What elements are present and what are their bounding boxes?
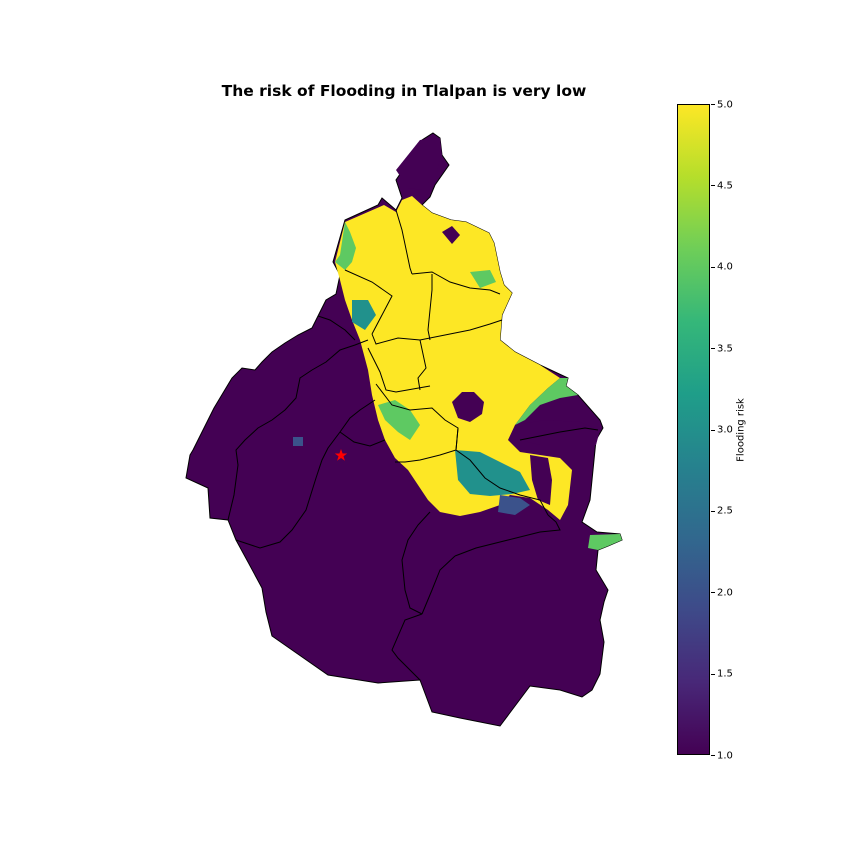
high-risk-fringe (588, 534, 622, 550)
colorbar-tick-label: 1.0 (717, 750, 733, 761)
low-risk-pocket (396, 138, 442, 190)
colorbar-tick-label: 4.5 (717, 180, 733, 192)
colorbar (677, 104, 710, 755)
low-medium-risk-zone (498, 495, 530, 515)
high-risk-fringe (470, 270, 496, 288)
low-risk-pocket (452, 392, 484, 422)
colorbar-tick (711, 429, 715, 431)
colorbar-label: Flooding risk (735, 398, 747, 462)
colorbar-tick-label: 3.0 (717, 424, 733, 436)
colorbar-tick (711, 185, 715, 187)
district-boundaries (227, 209, 599, 681)
medium-risk-zone (455, 450, 530, 496)
map-title: The risk of Flooding in Tlalpan is very … (221, 82, 587, 100)
colorbar-tick (711, 510, 715, 512)
colorbar-tick-label: 4.0 (717, 261, 733, 273)
very-high-risk-zone (335, 196, 572, 520)
colorbar-tick (711, 348, 715, 350)
low-risk-pocket (530, 455, 552, 505)
colorbar-tick-label: 5.0 (717, 99, 733, 110)
colorbar-tick-label: 2.0 (717, 587, 733, 599)
colorbar-tick (711, 592, 715, 594)
low-risk-pocket (442, 226, 460, 244)
high-risk-fringe (515, 378, 578, 425)
colorbar-tick (711, 755, 715, 756)
colorbar-tick-label: 3.5 (717, 343, 733, 355)
high-risk-fringe (335, 222, 356, 270)
medium-risk-zone (352, 300, 376, 330)
colorbar-tick (711, 104, 715, 105)
colorbar-tick (711, 673, 715, 675)
location-star-icon (334, 449, 348, 461)
low-medium-risk-zone (293, 437, 303, 446)
colorbar-tick-label: 2.5 (717, 505, 733, 517)
colorbar-tick-label: 1.5 (717, 668, 733, 680)
colorbar-tick (711, 266, 715, 268)
